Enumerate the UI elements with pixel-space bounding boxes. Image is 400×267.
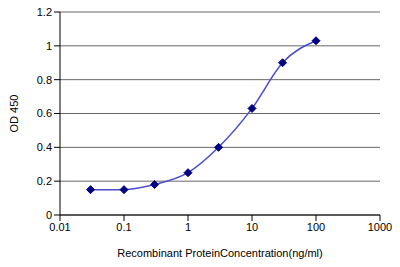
svg-text:Recombinant ProteinConcentrati: Recombinant ProteinConcentration(ng/ml) <box>117 247 322 259</box>
svg-text:0.4: 0.4 <box>37 141 52 153</box>
svg-text:0.1: 0.1 <box>116 221 131 233</box>
svg-text:0.2: 0.2 <box>37 175 52 187</box>
svg-text:100: 100 <box>307 221 325 233</box>
svg-text:1.2: 1.2 <box>37 6 52 18</box>
svg-text:10: 10 <box>246 221 258 233</box>
svg-text:0.6: 0.6 <box>37 107 52 119</box>
svg-text:0.8: 0.8 <box>37 74 52 86</box>
svg-text:0.01: 0.01 <box>49 221 70 233</box>
svg-text:1: 1 <box>46 40 52 52</box>
svg-text:0: 0 <box>46 209 52 221</box>
svg-text:1: 1 <box>185 221 191 233</box>
svg-text:OD 450: OD 450 <box>8 95 20 133</box>
svg-text:1000: 1000 <box>368 221 392 233</box>
